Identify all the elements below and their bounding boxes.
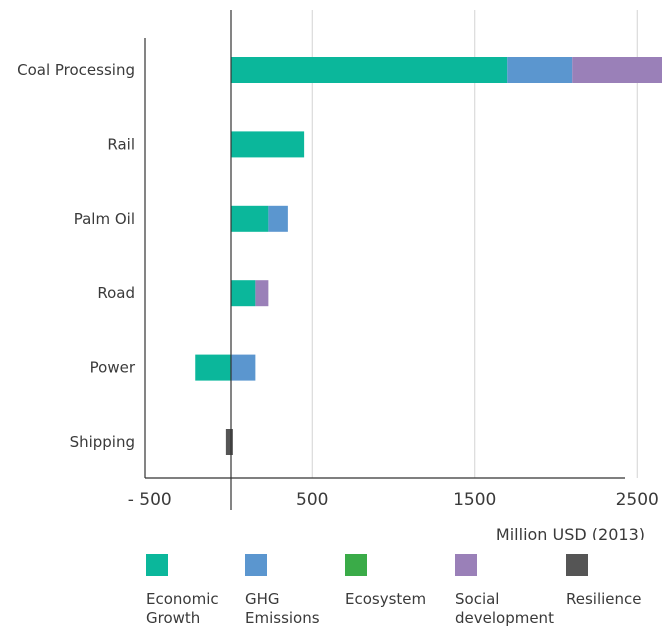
legend-label: GHG Emissions	[245, 590, 320, 627]
x-tick-label: 2500	[616, 490, 659, 510]
x-tick-label: 500	[296, 490, 328, 510]
bar-5-6	[225, 429, 233, 455]
category-label: Coal Processing	[17, 61, 135, 79]
bar-2-1	[507, 57, 573, 83]
bar-1-1	[231, 57, 508, 83]
category-label: Road	[97, 284, 135, 302]
legend-swatch	[345, 554, 367, 576]
bars	[195, 57, 662, 455]
bar-1-2	[231, 131, 305, 158]
bar-1-3	[231, 205, 269, 232]
legend-label: Resilience	[566, 590, 642, 608]
category-label: Palm Oil	[74, 210, 135, 228]
x-tick-labels: - 500 500 1500 2500	[128, 490, 659, 510]
bar-1-4	[231, 280, 256, 307]
legend-swatch	[566, 554, 588, 576]
category-labels: Coal Processing Rail Palm Oil Road Power Ship…	[17, 61, 136, 451]
stacked-bar-chart: Coal Processing Rail Palm Oil Road Power Ship…	[17, 10, 662, 540]
category-label: Shipping	[70, 433, 135, 451]
bar-4-1	[572, 57, 662, 83]
legend-label: Ecosystem	[345, 590, 427, 608]
legend-swatch	[245, 554, 267, 576]
legend-swatch	[146, 554, 168, 576]
legend-label: Social development	[455, 590, 554, 627]
x-axis-title: Million USD (2013)	[496, 525, 645, 540]
bar-1-5	[195, 354, 231, 381]
category-label: Power	[90, 359, 136, 377]
bar-4-4	[255, 280, 269, 307]
legend: Economic Growth GHG Emissions Ecosystem Soc…	[0, 548, 662, 628]
category-label: Rail	[107, 135, 135, 153]
x-tick-label: - 500	[128, 490, 172, 510]
bar-2-3	[268, 205, 288, 232]
gridlines	[311, 10, 638, 478]
bar-2-5	[231, 354, 256, 381]
legend-swatch	[455, 554, 477, 576]
x-tick-label: 1500	[453, 490, 496, 510]
legend-label: Economic Growth	[146, 590, 219, 627]
